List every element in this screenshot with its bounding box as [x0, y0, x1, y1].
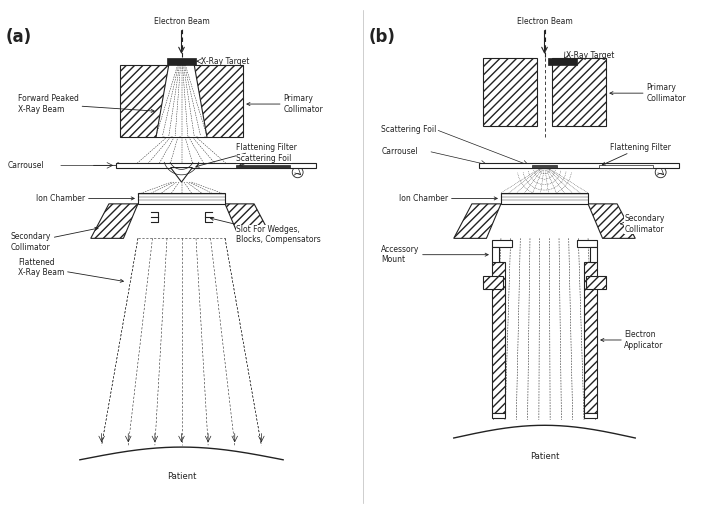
Bar — [138, 193, 225, 204]
Text: Secondary
Collimator: Secondary Collimator — [11, 227, 98, 252]
Bar — [584, 262, 597, 412]
Bar — [492, 240, 512, 247]
Bar — [577, 240, 597, 247]
Text: Flattening Filter: Flattening Filter — [603, 143, 671, 165]
Circle shape — [293, 167, 303, 177]
Polygon shape — [225, 204, 272, 239]
Text: Carrousel: Carrousel — [381, 147, 417, 156]
Text: Slot For Wedges,
Blocks, Compensators: Slot For Wedges, Blocks, Compensators — [211, 218, 321, 244]
Text: X-Ray Target: X-Ray Target — [566, 51, 615, 60]
Text: (b): (b) — [368, 28, 396, 46]
Bar — [167, 57, 196, 65]
Polygon shape — [156, 65, 207, 136]
Text: Forward Peaked
X-Ray Beam: Forward Peaked X-Ray Beam — [18, 94, 154, 114]
Text: Flattened
X-Ray Beam: Flattened X-Ray Beam — [18, 258, 123, 282]
Text: Electron
Applicator: Electron Applicator — [601, 330, 664, 350]
Polygon shape — [91, 204, 138, 239]
Bar — [552, 57, 606, 126]
Text: Scattering Foil: Scattering Foil — [381, 125, 436, 134]
Text: Ion Chamber: Ion Chamber — [399, 194, 497, 203]
Polygon shape — [454, 204, 501, 239]
Polygon shape — [588, 204, 635, 239]
Bar — [479, 163, 679, 168]
Text: Patient: Patient — [167, 471, 196, 481]
Text: Electron Beam: Electron Beam — [517, 17, 572, 26]
Text: Primary
Collimator: Primary Collimator — [610, 84, 686, 103]
Circle shape — [656, 167, 666, 177]
Text: Ion Chamber: Ion Chamber — [36, 194, 134, 203]
Bar — [492, 412, 505, 418]
Bar — [236, 165, 290, 168]
Text: Carrousel: Carrousel — [7, 161, 44, 170]
Bar — [501, 193, 588, 204]
Text: Scattering Foil: Scattering Foil — [236, 154, 291, 166]
Bar — [483, 277, 502, 289]
Bar — [120, 65, 243, 136]
Text: Primary
Collimator: Primary Collimator — [247, 94, 323, 114]
Text: Secondary
Collimator: Secondary Collimator — [621, 214, 665, 233]
Bar — [116, 163, 316, 168]
Bar — [483, 57, 537, 126]
Text: (a): (a) — [6, 28, 31, 46]
Bar — [599, 165, 653, 168]
Text: Flattening Filter: Flattening Filter — [196, 143, 297, 167]
Text: Electron Beam: Electron Beam — [154, 17, 209, 26]
Bar — [532, 165, 558, 168]
Bar — [584, 412, 597, 418]
Text: Patient: Patient — [530, 451, 559, 461]
Text: Accessory
Mount: Accessory Mount — [381, 245, 488, 264]
Bar — [587, 277, 606, 289]
Polygon shape — [171, 168, 192, 182]
Bar — [492, 247, 499, 262]
Text: X-Ray Target: X-Ray Target — [202, 57, 250, 66]
Bar — [590, 247, 597, 262]
Bar — [492, 262, 505, 412]
Bar — [548, 57, 577, 65]
